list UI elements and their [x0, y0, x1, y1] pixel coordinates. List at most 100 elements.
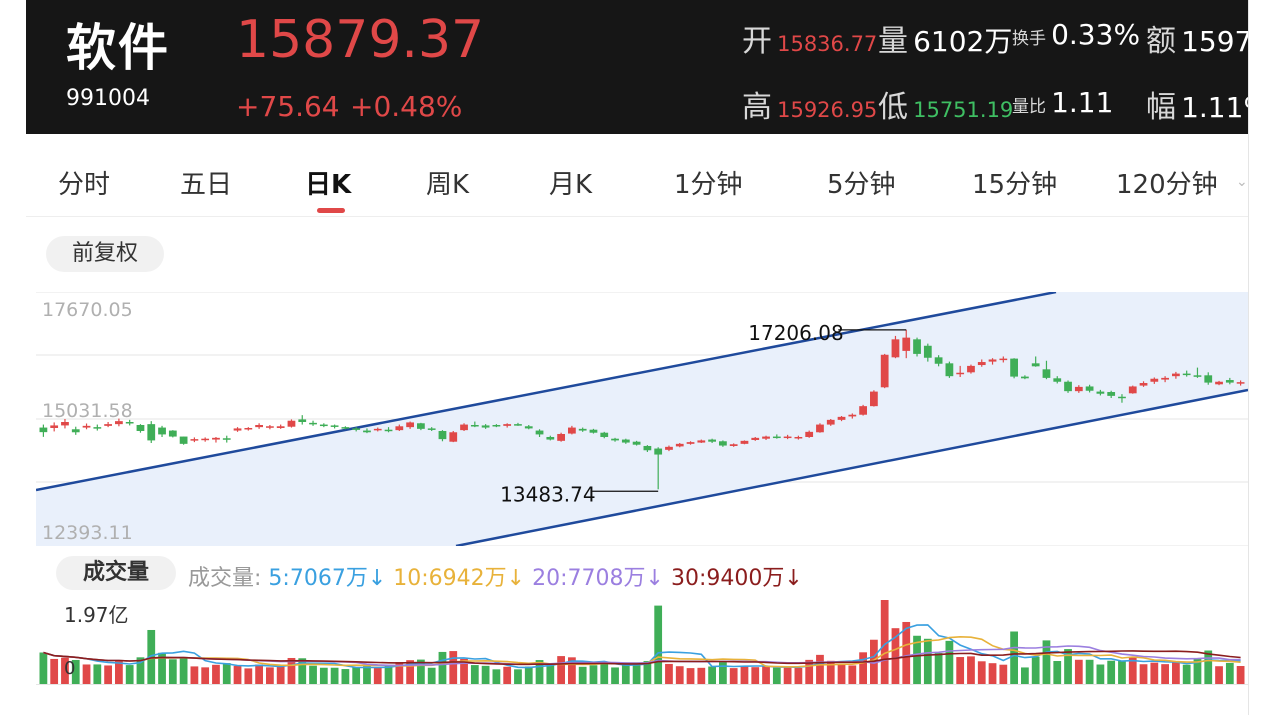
candle-body [115, 421, 123, 425]
volume-bar [1010, 631, 1018, 684]
candle-body [406, 422, 414, 428]
volume-bar [654, 605, 663, 684]
volume-bar [1182, 664, 1191, 684]
volume-bar [363, 666, 371, 684]
volume-bar [481, 665, 490, 684]
candle-body [276, 426, 285, 428]
candle-body [1074, 386, 1083, 392]
volume-bar [837, 664, 846, 684]
chevron-down-icon[interactable]: ⌄ [1236, 174, 1248, 190]
volume-bar [93, 664, 102, 684]
tab-daily-k[interactable]: 日K [305, 170, 352, 200]
adjust-mode-button[interactable]: 前复权 [46, 236, 164, 272]
candle-body [1042, 369, 1051, 378]
volume-bar [675, 666, 684, 684]
volume-ratio-stat: 量比 1.11 [1012, 86, 1113, 119]
candle-body [71, 429, 80, 433]
candle-body [147, 424, 156, 441]
candle-body [611, 438, 619, 441]
candle-body [481, 425, 490, 428]
tab-intraday[interactable]: 分时 [58, 170, 111, 200]
volume-bar [967, 656, 975, 684]
candle-body [557, 433, 565, 441]
candlestick-chart[interactable]: 17670.05 15031.58 12393.11 17206.08 13483.74 [35, 290, 1249, 548]
tab-1min[interactable]: 1分钟 [674, 170, 743, 200]
turnover-label: 换手 [1012, 29, 1046, 49]
volume-bar [697, 667, 706, 684]
volume-bar [449, 651, 458, 684]
volume-legend-prefix: 成交量: [188, 566, 262, 591]
volume-ma-legend: 成交量: 5:7067万↓ 10:6942万↓ 20:7708万↓ 30:940… [188, 560, 803, 592]
volume-bar [341, 669, 350, 684]
candle-body [168, 430, 177, 437]
volume-bar [1021, 667, 1029, 684]
candle-body [891, 339, 900, 358]
volume-bar [384, 666, 393, 684]
volume-bar [179, 657, 188, 684]
tab-120min[interactable]: 120分钟 [1116, 170, 1218, 200]
candle-body [244, 427, 253, 430]
volume-bar [50, 658, 59, 684]
tab-5min[interactable]: 5分钟 [827, 170, 896, 200]
candle-body [61, 421, 69, 426]
volume-bar [1053, 661, 1062, 684]
current-price: 15879.37 [236, 10, 485, 70]
volume-bar [665, 663, 673, 684]
volume-bar [1118, 660, 1126, 684]
low-annotation-label: 13483.74 [500, 482, 595, 506]
tab-weekly-k[interactable]: 周K [426, 170, 470, 200]
amplitude-stat: 幅 1.11% [1146, 82, 1248, 126]
candle-body [977, 362, 986, 366]
volume-bar [330, 667, 339, 684]
candle-body [578, 428, 587, 431]
volume-bar [772, 667, 781, 684]
low-stat: 低 15751.19 [878, 82, 1013, 126]
volume-chart[interactable]: 1.97亿 0 [36, 598, 1248, 684]
volume-bar [395, 662, 404, 684]
volume-bar [190, 666, 199, 684]
tab-five-day[interactable]: 五日 [180, 170, 233, 200]
candle-body [470, 424, 479, 427]
volume-bar [115, 660, 123, 684]
volume-bar [708, 666, 716, 684]
candle-body [794, 436, 803, 439]
volume-bar [751, 667, 760, 684]
candle-body [179, 436, 188, 444]
volume-bar [568, 657, 576, 684]
volume-bar [1150, 662, 1159, 684]
volume-bar [621, 664, 630, 684]
volume-label: 量 [878, 24, 908, 59]
volume-tag-button[interactable]: 成交量 [56, 556, 176, 590]
tab-monthly-k[interactable]: 月K [549, 170, 593, 200]
volume-bar [71, 659, 80, 684]
candle-body [675, 443, 684, 447]
candle-body [1139, 383, 1148, 386]
amplitude-value: 1.11% [1181, 91, 1248, 124]
candle-body [956, 372, 965, 375]
candle-body [287, 420, 296, 427]
volume-ma10: 10:6942万↓ [393, 566, 526, 591]
volume-bar [352, 667, 361, 684]
amount-value: 1597 [1181, 25, 1248, 58]
volume-ratio-label: 量比 [1012, 97, 1046, 117]
candle-body [772, 436, 781, 439]
tab-15min[interactable]: 15分钟 [972, 170, 1058, 200]
turnover-value: 0.33% [1051, 18, 1141, 51]
candle-body [39, 427, 48, 433]
volume-bar [794, 668, 803, 684]
candle-body [697, 440, 706, 443]
volume-bar [233, 665, 242, 684]
candle-body [330, 425, 339, 427]
open-value: 15836.77 [777, 32, 878, 56]
volume-bar [524, 666, 533, 684]
candle-body [1031, 363, 1040, 367]
volume-bar [503, 666, 512, 684]
volume-svg: 1.97亿 0 [39, 600, 1245, 684]
volume-bar [1107, 660, 1116, 684]
candle-body [1204, 375, 1213, 383]
amplitude-label: 幅 [1146, 90, 1176, 125]
volume-bar [492, 669, 501, 684]
candle-body [427, 428, 436, 430]
candle-body [805, 431, 814, 437]
volume-bar [956, 657, 965, 684]
